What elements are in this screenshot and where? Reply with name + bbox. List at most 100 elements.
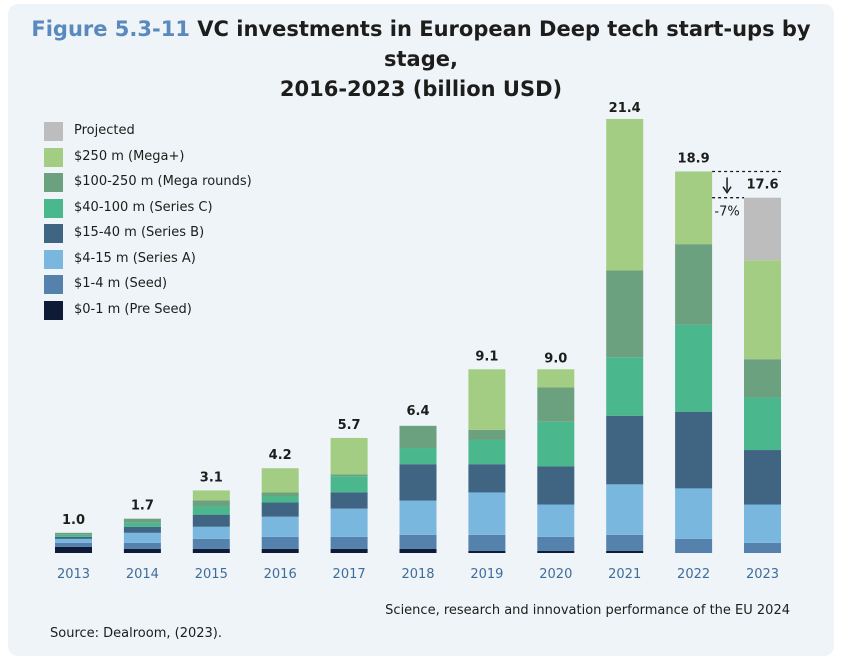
bar-segment-2016-1-4-m-seed bbox=[261, 536, 299, 549]
bar-segment-2016-100-250-m-mega-rounds bbox=[261, 492, 299, 497]
bar-segment-2020-100-250-m-mega-rounds bbox=[537, 387, 575, 422]
bar-segment-2019-0-1-m-pre-seed bbox=[468, 550, 506, 553]
bar-segment-2020-0-1-m-pre-seed bbox=[537, 550, 575, 553]
legend-label: $1-4 m (Seed) bbox=[74, 276, 168, 291]
bar-segment-2022-4-15-m-series-a bbox=[675, 488, 713, 539]
bar-segment-2015-15-40-m-series-b bbox=[192, 514, 230, 527]
bar-segment-2021-100-250-m-mega-rounds bbox=[606, 270, 644, 358]
bar-segment-2023-40-100-m-series-c bbox=[744, 397, 781, 451]
bar-segment-2023-4-15-m-series-a bbox=[744, 504, 781, 543]
bar-segment-2019-250-m-mega bbox=[468, 369, 506, 430]
bar-segment-2021-250-m-mega bbox=[606, 118, 644, 271]
bar-segment-2017-4-15-m-series-a bbox=[330, 508, 368, 537]
bar-segment-2022-250-m-mega bbox=[675, 171, 713, 245]
bar-segment-2014-1-4-m-seed bbox=[123, 542, 161, 549]
bar-segment-2018-0-1-m-pre-seed bbox=[399, 548, 437, 553]
title-line-2: 2016-2023 (billion USD) bbox=[279, 77, 563, 101]
total-label-2021: 21.4 bbox=[609, 101, 641, 116]
bar-segment-2022-15-40-m-series-b bbox=[675, 411, 713, 489]
total-label-2015: 3.1 bbox=[200, 470, 223, 485]
legend-swatch bbox=[44, 249, 63, 269]
bar-segment-2016-15-40-m-series-b bbox=[261, 502, 299, 517]
bar-segment-2015-0-1-m-pre-seed bbox=[192, 548, 230, 553]
bar-segment-2018-15-40-m-series-b bbox=[399, 464, 437, 501]
legend-label: $40-100 m (Series C) bbox=[74, 199, 213, 215]
bar-segment-2018-4-15-m-series-a bbox=[399, 500, 437, 535]
bar-segment-2014-0-1-m-pre-seed bbox=[123, 548, 161, 553]
bar-segment-2017-100-250-m-mega-rounds bbox=[330, 474, 368, 477]
bar-segment-2017-1-4-m-seed bbox=[330, 536, 368, 549]
bar-segment-2017-250-m-mega bbox=[330, 437, 368, 475]
bar-segment-2022-40-100-m-series-c bbox=[675, 324, 713, 412]
bar-segment-2018-1-4-m-seed bbox=[399, 534, 437, 549]
bar-segment-2021-0-1-m-pre-seed bbox=[606, 550, 644, 553]
bar-segment-2021-4-15-m-series-a bbox=[606, 484, 644, 535]
bar-segment-2016-0-1-m-pre-seed bbox=[261, 548, 299, 553]
legend-swatch bbox=[44, 275, 63, 294]
bar-segment-2020-15-40-m-series-b bbox=[537, 466, 575, 505]
title-line-1: VC investments in European Deep tech sta… bbox=[197, 17, 811, 71]
bar-segment-2014-40-100-m-series-c bbox=[123, 522, 161, 527]
total-label-2019: 9.1 bbox=[475, 349, 498, 364]
bar-segment-2023-projected bbox=[744, 197, 781, 261]
bar-segment-2013-0-1-m-pre-seed bbox=[55, 546, 92, 553]
x-tick-2015: 2015 bbox=[195, 567, 228, 582]
total-label-2018: 6.4 bbox=[406, 404, 429, 419]
annotation-arrow-head bbox=[722, 186, 732, 195]
bar-segment-2023-250-m-mega bbox=[744, 260, 781, 360]
bar-segment-2016-4-15-m-series-a bbox=[261, 516, 299, 537]
bar-segment-2020-250-m-mega bbox=[537, 369, 575, 388]
x-tick-2018: 2018 bbox=[401, 567, 434, 582]
x-tick-2021: 2021 bbox=[608, 567, 641, 582]
legend-label: $100-250 m (Mega rounds) bbox=[74, 174, 252, 189]
total-label-2016: 4.2 bbox=[269, 448, 292, 463]
bar-segment-2017-0-1-m-pre-seed bbox=[330, 548, 368, 553]
bar-segment-2015-40-100-m-series-c bbox=[192, 506, 230, 515]
x-tick-2013: 2013 bbox=[57, 567, 90, 582]
bar-segment-2019-15-40-m-series-b bbox=[468, 464, 506, 493]
bar-segment-2017-40-100-m-series-c bbox=[330, 476, 368, 493]
bar-segment-2015-1-4-m-seed bbox=[192, 538, 230, 549]
legend-swatch bbox=[44, 122, 63, 141]
total-label-2020: 9.0 bbox=[544, 351, 567, 366]
bar-segment-2020-1-4-m-seed bbox=[537, 536, 575, 551]
bar-segment-2020-4-15-m-series-a bbox=[537, 504, 575, 537]
bar-segment-2015-100-250-m-mega-rounds bbox=[192, 500, 230, 507]
source-note: Source: Dealroom, (2023). bbox=[50, 626, 223, 641]
figure-number: Figure 5.3-11 bbox=[31, 17, 190, 41]
legend-label: $15-40 m (Series B) bbox=[74, 225, 205, 240]
x-tick-2017: 2017 bbox=[333, 567, 366, 582]
bar-segment-2013-15-40-m-series-b bbox=[55, 536, 92, 539]
bar-segment-2013-100-250-m-mega-rounds bbox=[55, 532, 92, 535]
bar-segment-2015-250-m-mega bbox=[192, 490, 230, 501]
bar-segment-2019-100-250-m-mega-rounds bbox=[468, 429, 506, 440]
total-label-2022: 18.9 bbox=[678, 151, 710, 166]
bar-segment-2016-40-100-m-series-c bbox=[261, 496, 299, 503]
bar-segment-2018-40-100-m-series-c bbox=[399, 448, 437, 465]
bar-segment-2021-1-4-m-seed bbox=[606, 534, 644, 551]
legend-label: Projected bbox=[74, 123, 135, 138]
total-label-2023: 17.6 bbox=[746, 178, 778, 193]
bar-segment-2014-15-40-m-series-b bbox=[123, 526, 161, 533]
bar-segment-2021-40-100-m-series-c bbox=[606, 357, 644, 416]
total-label-2014: 1.7 bbox=[131, 499, 154, 514]
bar-segment-2023-100-250-m-mega-rounds bbox=[744, 359, 781, 398]
legend-label: $0-1 m (Pre Seed) bbox=[74, 301, 192, 317]
bar-segment-2014-100-250-m-mega-rounds bbox=[123, 518, 161, 523]
annotation-label: -7% bbox=[714, 205, 739, 220]
total-label-2017: 5.7 bbox=[338, 418, 361, 433]
legend-swatch bbox=[44, 300, 63, 320]
bar-segment-2017-15-40-m-series-b bbox=[330, 492, 368, 509]
bar-segment-2021-15-40-m-series-b bbox=[606, 415, 644, 485]
bar-segment-2013-4-15-m-series-a bbox=[55, 538, 92, 543]
x-tick-2023: 2023 bbox=[746, 567, 779, 582]
legend-label: $4-15 m (Series A) bbox=[74, 250, 196, 266]
publication-note: Science, research and innovation perform… bbox=[385, 603, 790, 618]
x-tick-2022: 2022 bbox=[677, 567, 710, 582]
x-tick-2016: 2016 bbox=[264, 567, 297, 582]
bar-segment-2022-100-250-m-mega-rounds bbox=[675, 244, 713, 325]
x-tick-2020: 2020 bbox=[539, 567, 572, 582]
x-tick-2014: 2014 bbox=[126, 567, 159, 582]
legend-label: $250 m (Mega+) bbox=[74, 148, 185, 164]
bar-segment-2019-40-100-m-series-c bbox=[468, 439, 506, 465]
